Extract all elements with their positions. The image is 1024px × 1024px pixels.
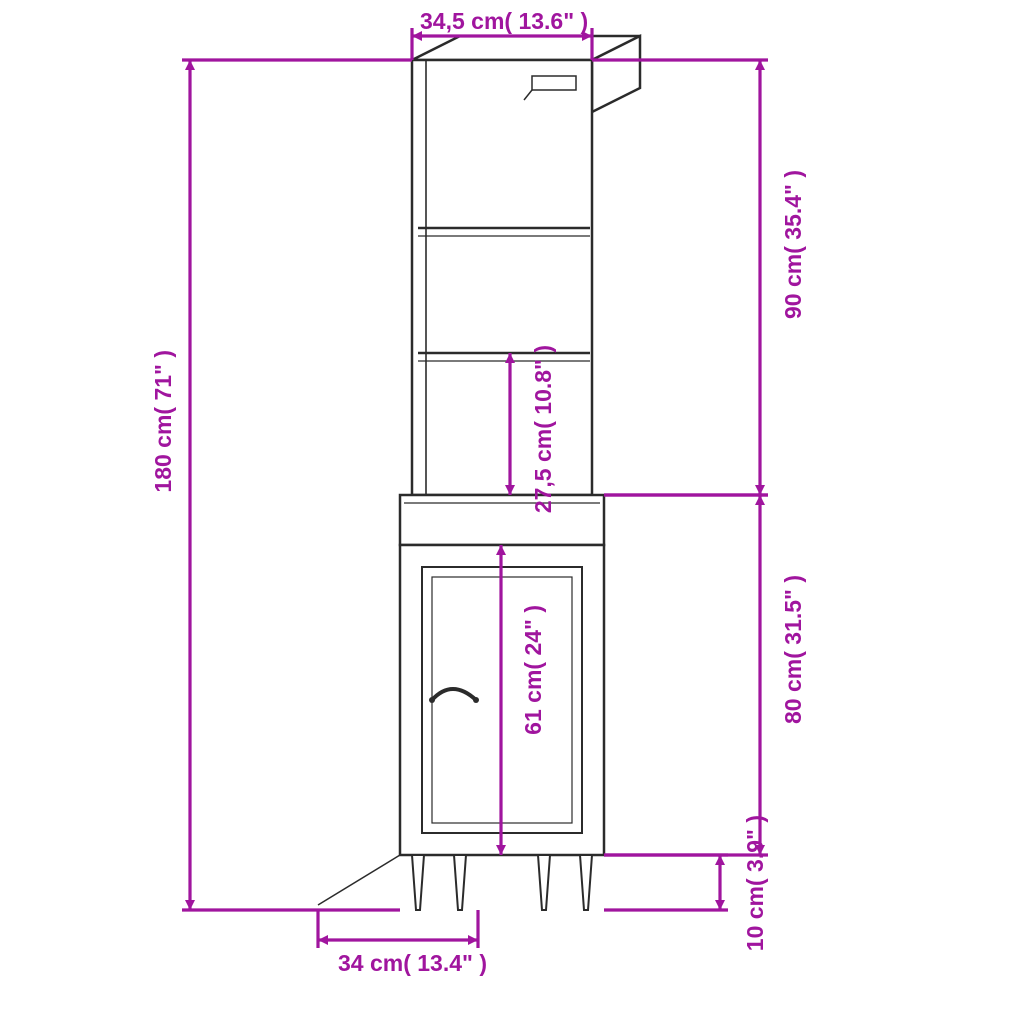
dim-leg-10: 10 cm( 3.9" )	[742, 815, 769, 951]
upper-cabinet-body	[412, 60, 592, 495]
dim-lower-80: 80 cm( 31.5" )	[780, 575, 807, 724]
cabinet-leg	[412, 855, 424, 910]
dim-width-top: 34,5 cm( 13.6" )	[420, 8, 588, 35]
cabinet-leg	[454, 855, 466, 910]
dim-upper-90: 90 cm( 35.4" )	[780, 170, 807, 319]
dim-door-61: 61 cm( 24" )	[520, 605, 547, 735]
cabinet-leg	[580, 855, 592, 910]
cabinet-leg	[538, 855, 550, 910]
dim-depth: 34 cm( 13.4" )	[338, 950, 487, 977]
dim-shelf-275: 27,5 cm( 10.8" )	[530, 345, 557, 513]
dim-height-left: 180 cm( 71" )	[150, 350, 177, 493]
